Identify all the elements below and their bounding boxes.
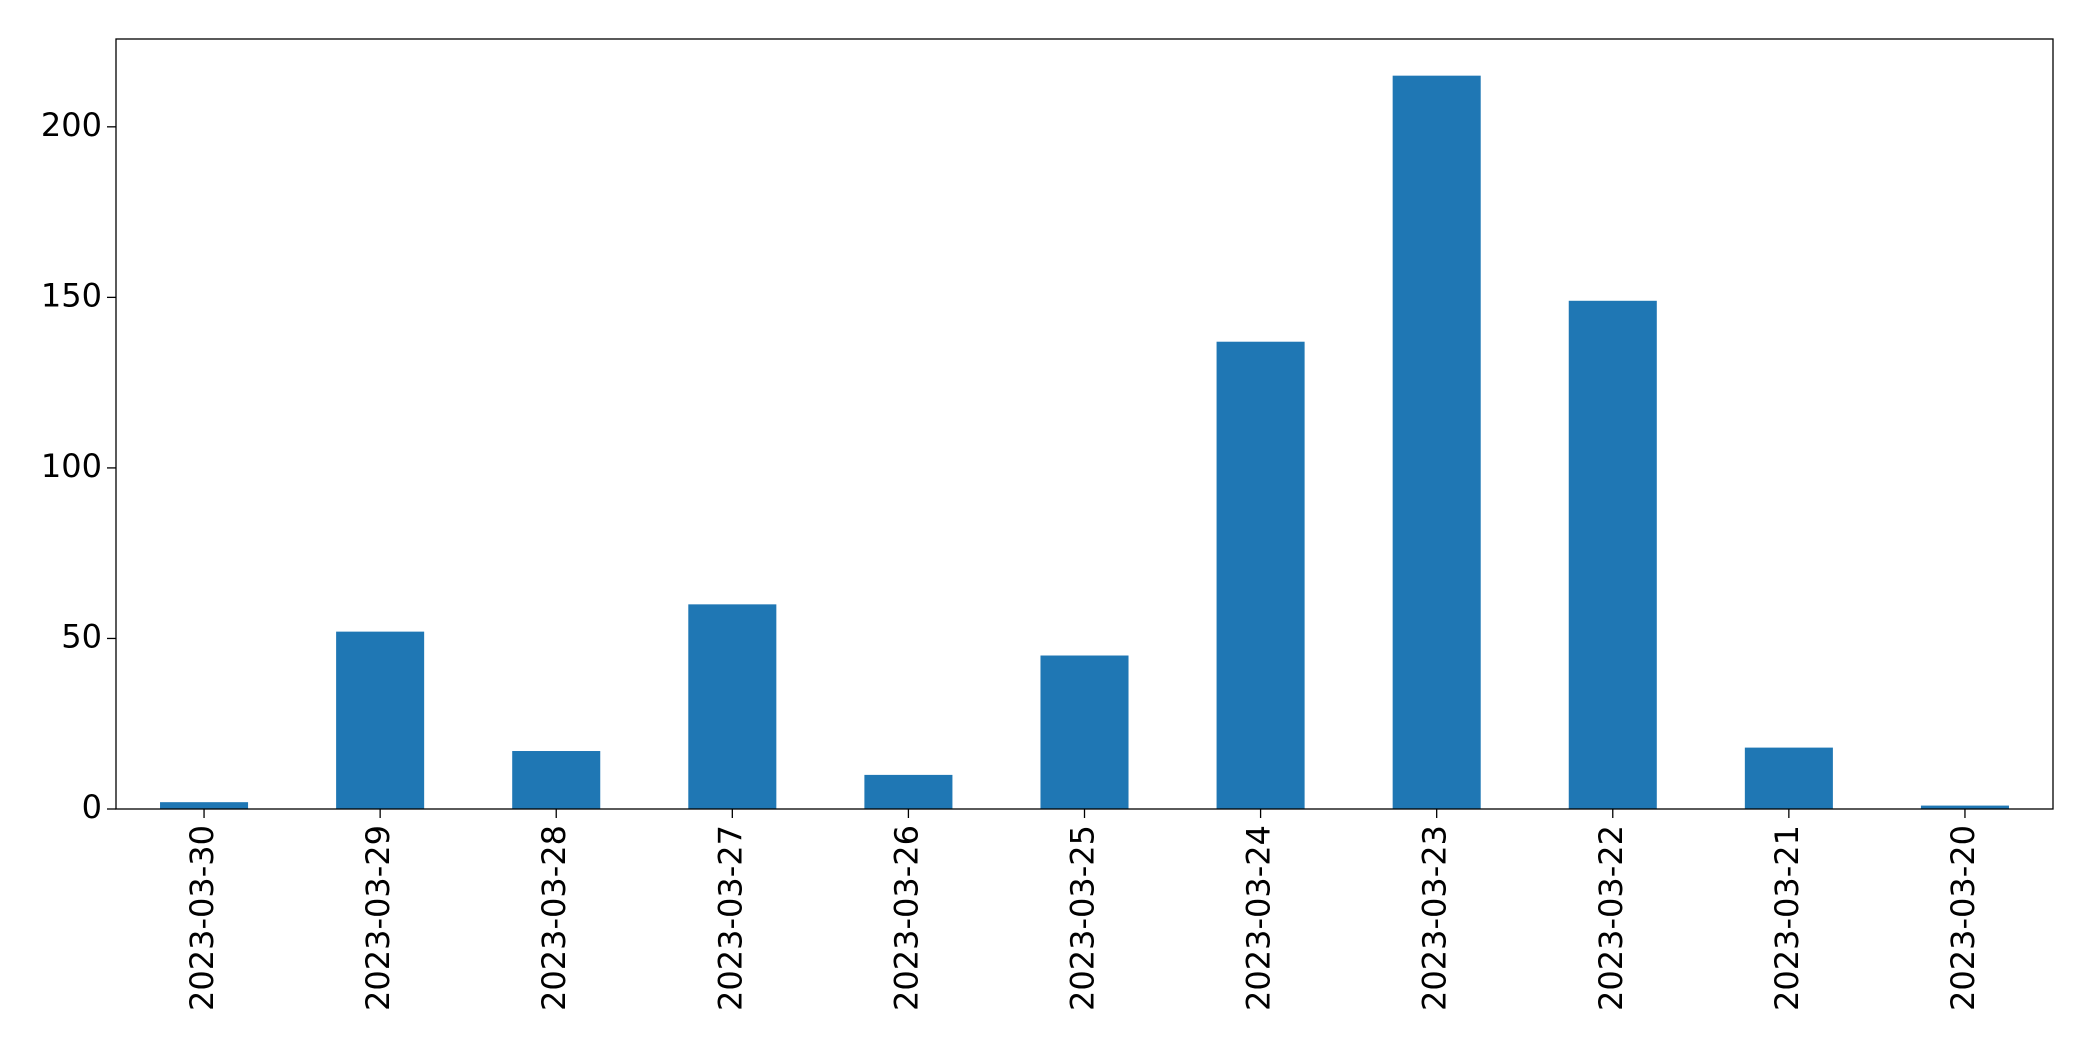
bar bbox=[688, 604, 777, 809]
x-tick-label: 2023-03-29 bbox=[359, 825, 397, 1011]
y-tick-label: 0 bbox=[82, 788, 102, 826]
x-tick-label: 2023-03-21 bbox=[1768, 825, 1806, 1011]
x-tick-label: 2023-03-27 bbox=[711, 825, 749, 1011]
y-tick-label: 50 bbox=[61, 617, 102, 655]
bar bbox=[1392, 75, 1481, 809]
bar bbox=[1568, 300, 1657, 809]
x-tick-label: 2023-03-28 bbox=[535, 825, 573, 1011]
bar bbox=[864, 774, 953, 809]
bar bbox=[160, 802, 249, 809]
plot-frame bbox=[115, 38, 2054, 810]
bar bbox=[1920, 805, 2009, 809]
bar bbox=[1216, 341, 1305, 809]
bar bbox=[1744, 747, 1833, 809]
x-tick-label: 2023-03-25 bbox=[1064, 825, 1102, 1011]
bar bbox=[512, 751, 601, 809]
y-tick-label: 150 bbox=[41, 276, 102, 314]
x-tick-label: 2023-03-20 bbox=[1944, 825, 1982, 1011]
bar bbox=[336, 631, 425, 809]
y-tick-label: 100 bbox=[41, 447, 102, 485]
x-tick-label: 2023-03-22 bbox=[1592, 825, 1630, 1011]
x-tick-label: 2023-03-26 bbox=[887, 825, 925, 1011]
x-tick-label: 2023-03-23 bbox=[1416, 825, 1454, 1011]
x-tick-label: 2023-03-30 bbox=[183, 825, 221, 1011]
y-tick-label: 200 bbox=[41, 106, 102, 144]
bar bbox=[1040, 655, 1129, 809]
x-tick-label: 2023-03-24 bbox=[1240, 825, 1278, 1011]
